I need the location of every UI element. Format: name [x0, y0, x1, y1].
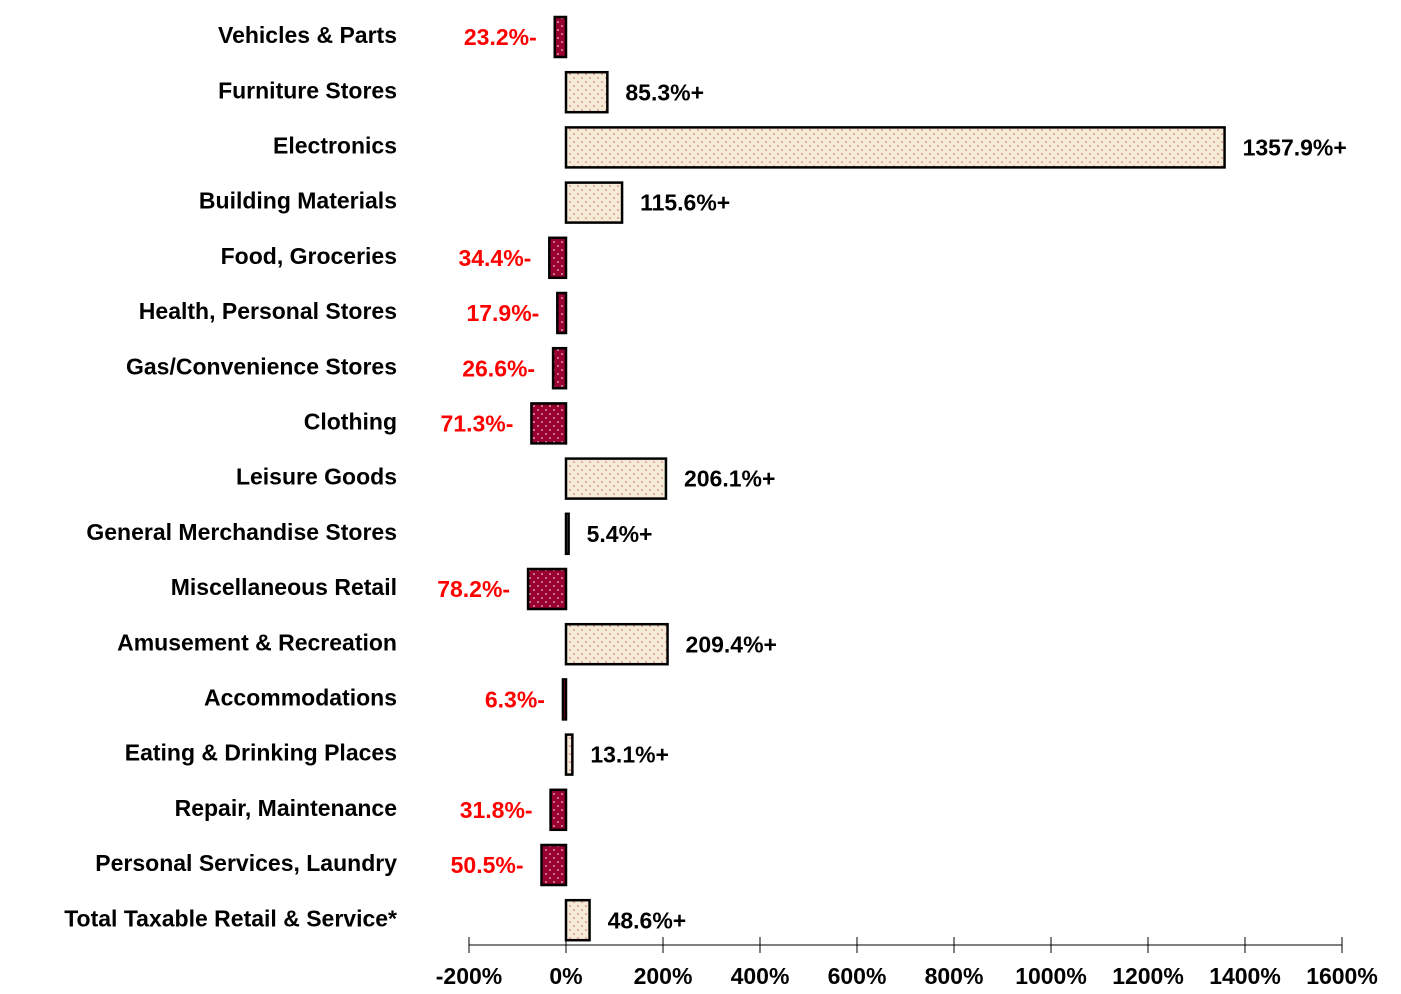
category-label: Amusement & Recreation [117, 629, 397, 655]
value-label: 78.2%- [437, 576, 510, 602]
bar [564, 181, 624, 224]
x-tick-label: 800% [925, 963, 984, 989]
value-label: 5.4%+ [587, 521, 653, 547]
category-label: Total Taxable Retail & Service* [64, 905, 397, 931]
value-label: 48.6%+ [608, 907, 687, 933]
bar [564, 622, 669, 666]
category-label: Health, Personal Stores [139, 298, 397, 324]
bar [564, 457, 668, 500]
x-tick-label: 1000% [1015, 963, 1087, 989]
category-label: Vehicles & Parts [218, 22, 397, 48]
category-label: Personal Services, Laundry [95, 850, 397, 876]
category-label: Furniture Stores [218, 77, 397, 103]
value-label: 85.3%+ [625, 79, 704, 105]
value-label: 50.5%- [451, 852, 524, 878]
category-label: Accommodations [204, 684, 397, 710]
bar [564, 733, 574, 776]
value-label: 23.2%- [464, 24, 537, 50]
x-tick-label: 600% [828, 963, 887, 989]
category-label: Electronics [273, 132, 397, 158]
category-label: General Merchandise Stores [86, 519, 397, 545]
value-label: 26.6%- [462, 355, 535, 381]
x-tick-label: -200% [436, 963, 502, 989]
category-label: Repair, Maintenance [175, 795, 397, 821]
bar [564, 126, 1226, 169]
category-label: Food, Groceries [221, 243, 397, 269]
category-label: Building Materials [199, 188, 397, 214]
category-label: Clothing [304, 408, 397, 434]
x-tick-label: 1200% [1112, 963, 1184, 989]
value-label: 206.1%+ [684, 466, 775, 492]
x-tick-label: 0% [549, 963, 582, 989]
value-label: 13.1%+ [590, 742, 669, 768]
x-tick-label: 400% [731, 963, 790, 989]
bar [549, 788, 568, 832]
bar [556, 291, 568, 335]
value-label: 71.3%- [441, 410, 514, 436]
category-label: Eating & Drinking Places [125, 740, 397, 766]
value-label: 31.8%- [460, 797, 533, 823]
bar [548, 236, 568, 280]
bar [564, 70, 609, 114]
category-label: Gas/Convenience Stores [126, 353, 397, 379]
value-label: 209.4%+ [686, 631, 777, 657]
bar [540, 843, 568, 887]
x-tick-label: 1600% [1306, 963, 1378, 989]
value-label: 115.6%+ [640, 190, 730, 216]
x-tick-label: 1400% [1209, 963, 1281, 989]
value-label: 1357.9%+ [1243, 134, 1347, 160]
category-label: Leisure Goods [236, 464, 397, 490]
value-label: 34.4%- [458, 245, 531, 271]
bar [561, 678, 568, 721]
bar [530, 402, 568, 445]
bar [526, 567, 568, 611]
bar [564, 512, 570, 556]
bar [553, 15, 568, 59]
value-label: 17.9%- [466, 300, 539, 326]
bar [564, 898, 591, 942]
x-tick-label: 200% [634, 963, 693, 989]
bar [551, 346, 568, 390]
category-label: Miscellaneous Retail [171, 574, 397, 600]
value-label: 6.3%- [485, 686, 545, 712]
